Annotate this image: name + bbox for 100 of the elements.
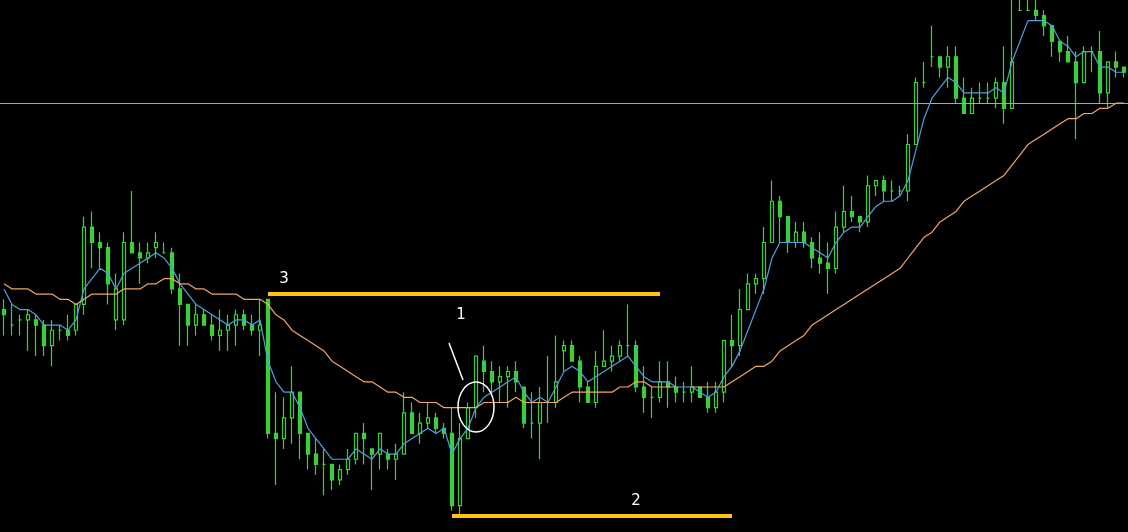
candlestick: [233, 309, 239, 347]
candlestick: [257, 298, 263, 357]
candlestick: [873, 180, 879, 197]
candlestick: [305, 432, 311, 471]
candlestick: [673, 376, 679, 404]
candlestick: [617, 339, 623, 362]
candlestick: [937, 56, 943, 78]
candlestick: [1105, 61, 1111, 109]
candlestick: [1065, 35, 1071, 63]
candlestick: [137, 241, 143, 285]
candlestick: [1113, 51, 1119, 78]
candlestick: [761, 226, 767, 295]
candlestick: [905, 133, 911, 202]
candlestick: [169, 247, 175, 295]
candlestick: [361, 422, 367, 465]
candlestick: [193, 303, 199, 336]
candlestick: [185, 303, 191, 347]
candlestick: [529, 391, 535, 440]
candlestick: [721, 339, 727, 404]
candlestick: [81, 216, 87, 316]
candlestick: [401, 391, 407, 455]
candlestick: [593, 350, 599, 409]
candlestick: [65, 314, 71, 342]
candlestick: [457, 422, 463, 517]
candlestick: [601, 329, 607, 367]
candlestick: [561, 339, 567, 373]
candlestick: [273, 391, 279, 486]
candlestick: [769, 180, 775, 244]
candlestick: [1073, 51, 1079, 140]
candlestick: [921, 61, 927, 89]
candlestick: [33, 314, 39, 357]
candlestick: [985, 81, 991, 104]
candlestick: [1089, 45, 1095, 73]
candlestick: [249, 314, 255, 336]
candlestick: [833, 210, 839, 275]
candlestick: [929, 25, 935, 68]
candlestick: [17, 314, 23, 336]
candlestick: [177, 272, 183, 347]
candlestick: [1, 298, 7, 336]
candlestick: [705, 381, 711, 414]
candlestick: [633, 339, 639, 393]
candlestick: [785, 216, 791, 254]
candlestick: [97, 231, 103, 269]
candlestick: [641, 365, 647, 414]
candlestick: [297, 391, 303, 460]
candlestick: [201, 309, 207, 326]
candlestick: [841, 185, 847, 233]
candlestick: [609, 345, 615, 373]
candlestick: [329, 463, 335, 491]
candlestick: [153, 231, 159, 259]
candlestick: [377, 432, 383, 471]
candlestick: [393, 443, 399, 481]
candlestick: [409, 401, 415, 435]
candlestick: [1057, 40, 1063, 63]
candlestick: [433, 412, 439, 435]
candlestick: [57, 324, 63, 342]
candlestick: [25, 309, 31, 352]
candlestick: [953, 45, 959, 104]
candlestick: [113, 272, 119, 331]
candlestick: [569, 339, 575, 362]
candlestick: [497, 365, 503, 404]
candlestick: [345, 448, 351, 476]
candlestick: [585, 381, 591, 404]
candlestick: [825, 241, 831, 295]
candlestick: [505, 365, 511, 409]
candlestick: [681, 381, 687, 404]
candlestick: [753, 272, 759, 295]
candlestick: [961, 76, 967, 115]
candlestick: [625, 303, 631, 357]
candlestick: [865, 174, 871, 228]
candlestick: [369, 448, 375, 491]
candlestick: [145, 241, 151, 264]
candlestick: [89, 210, 95, 269]
candlestick: [313, 438, 319, 476]
series-label: 3: [279, 268, 289, 287]
candlestick: [737, 288, 743, 357]
candlestick: [121, 231, 127, 326]
candlestick: [337, 463, 343, 486]
candlestick: [1033, 0, 1039, 22]
candlestick: [385, 448, 391, 471]
candlestick: [809, 236, 815, 269]
candlestick: [665, 360, 671, 409]
candlestick: [1009, 0, 1015, 109]
candlestick: [817, 231, 823, 275]
candlestick: [537, 386, 543, 460]
candlestick: [217, 309, 223, 352]
candlestick: [777, 195, 783, 244]
candlestick: [553, 334, 559, 409]
candlestick: [281, 396, 287, 450]
candlestick: [225, 314, 231, 352]
candlestick: [857, 216, 863, 233]
candlestick: [945, 45, 951, 89]
candlestick: [1081, 45, 1087, 84]
candlestick: [969, 87, 975, 115]
candlestick: [321, 448, 327, 496]
candlestick: [353, 432, 359, 465]
candlestick: [577, 355, 583, 404]
candlestick: [1121, 66, 1127, 78]
candlestick: [489, 360, 495, 393]
candlestick: [41, 319, 47, 357]
